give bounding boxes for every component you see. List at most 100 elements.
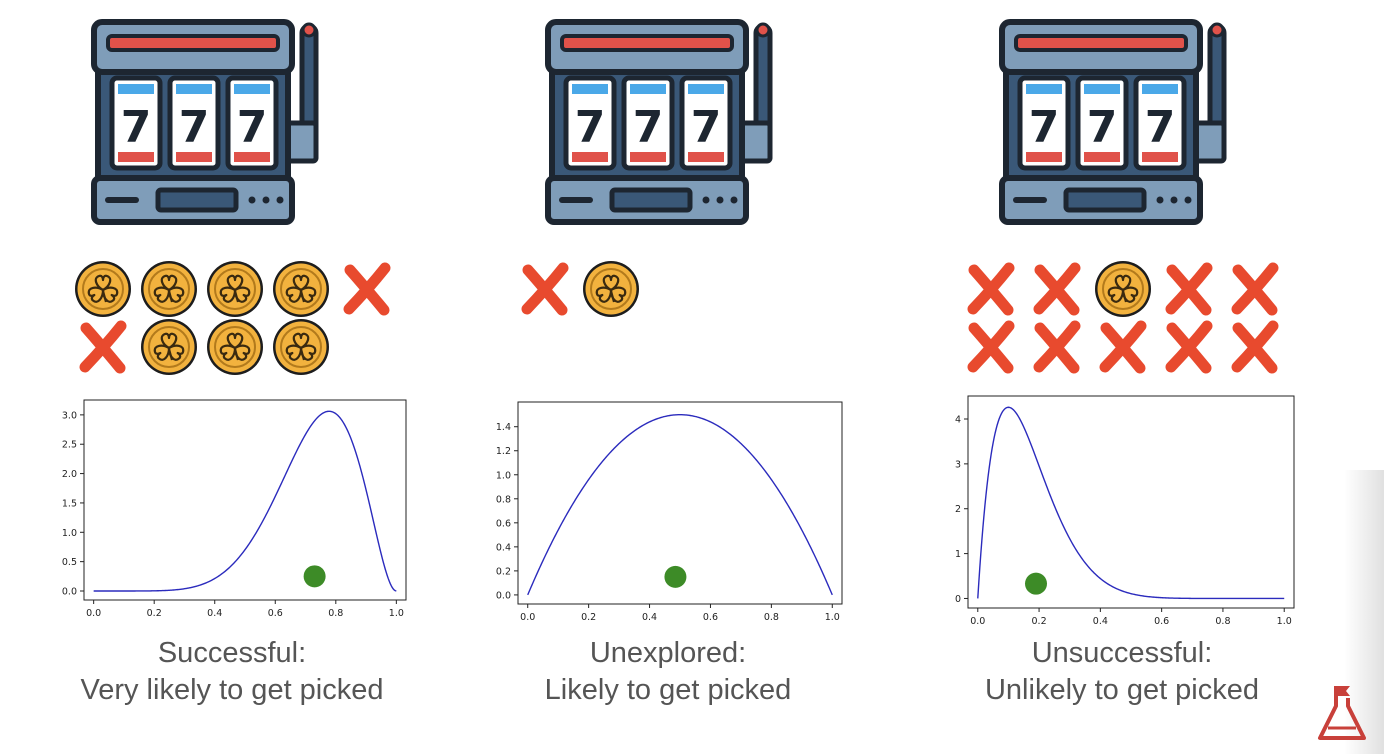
- lever-knob: [755, 22, 771, 38]
- y-tick-label: 1.4: [496, 422, 511, 433]
- coin-icon: [207, 261, 263, 317]
- coin-icon: [141, 261, 197, 317]
- sample-point: [1025, 572, 1048, 595]
- reel: 7: [679, 75, 733, 171]
- y-tick-label: 0.0: [496, 590, 511, 601]
- miss-icon: [1231, 320, 1279, 374]
- y-tick-label: 3.0: [62, 410, 77, 421]
- edge-shadow: [1344, 470, 1384, 754]
- miss-icon: [1165, 262, 1213, 316]
- lever-knob: [1209, 22, 1225, 38]
- y-tick-label: 0.0: [62, 587, 77, 598]
- miss-icon: [343, 262, 391, 316]
- density-line: [527, 413, 833, 596]
- reel-symbol: 7: [237, 102, 268, 153]
- x-tick-label: 0.2: [581, 612, 596, 623]
- caption-sub-unsuccessful: Unlikely to get picked: [984, 674, 1260, 706]
- reel-symbol: 7: [1029, 102, 1060, 153]
- density-line: [93, 410, 397, 592]
- x-tick-label: 0.0: [520, 612, 535, 623]
- caption-sub-unexplored: Likely to get picked: [544, 674, 792, 706]
- y-tick-label: 1.5: [62, 498, 77, 509]
- density-line: [977, 406, 1285, 600]
- reel-symbol: 7: [633, 102, 664, 153]
- chart-successful: 0.0 0.2 0.4 0.6 0.8 1.0 0.0 0.5 1.0 1.5 2.0 2.5 3.0: [62, 399, 407, 619]
- outcomes-unsuccessful: [967, 261, 1279, 374]
- miss-icon: [967, 262, 1015, 316]
- coin-slot: [1063, 187, 1147, 213]
- chart-unexplored: 0.0 0.2 0.4 0.6 0.8 1.0 0.0 0.2 0.4 0.6 0.8 1.0 1.2 1…: [496, 401, 843, 623]
- y-tick-label: 2.0: [62, 469, 77, 480]
- coin-icon: [273, 261, 329, 317]
- coin-slot: [155, 187, 239, 213]
- outcomes-successful: [75, 261, 391, 375]
- miss-icon: [79, 320, 127, 374]
- miss-icon: [521, 262, 569, 316]
- coin-slot: [609, 187, 693, 213]
- x-tick-label: 0.4: [1093, 616, 1108, 627]
- y-tick-label: 0.5: [62, 557, 77, 568]
- y-tick-label: 0.6: [496, 518, 511, 529]
- display-bar: [106, 34, 280, 52]
- coin-icon: [141, 319, 197, 375]
- y-tick-label: 0.8: [496, 494, 511, 505]
- y-tick-label: 2: [955, 504, 961, 515]
- outcomes-unexplored: [521, 261, 639, 317]
- x-tick-label: 0.2: [147, 608, 162, 619]
- caption-sub-successful: Very likely to get picked: [80, 674, 384, 706]
- caption-unexplored: Unexplored: Likely to get picked: [448, 635, 888, 709]
- x-tick-label: 1.0: [1277, 616, 1292, 627]
- miss-icon: [1231, 262, 1279, 316]
- miss-icon: [1099, 320, 1147, 374]
- reel: 7: [1017, 75, 1071, 171]
- display-bar: [1014, 34, 1188, 52]
- chart-unsuccessful: 0.0 0.2 0.4 0.6 0.8 1.0 0 1 2 3 4: [955, 395, 1295, 627]
- x-tick-label: 0.2: [1032, 616, 1047, 627]
- sample-point: [664, 565, 687, 588]
- y-tick-label: 0.4: [496, 542, 511, 553]
- reel-symbol: 7: [575, 102, 606, 153]
- reel: 7: [109, 75, 163, 171]
- x-tick-label: 0.4: [207, 608, 222, 619]
- y-tick-label: 2.5: [62, 440, 77, 451]
- reel: 7: [1075, 75, 1129, 171]
- reel-symbol: 7: [691, 102, 722, 153]
- y-tick-label: 1.0: [62, 528, 77, 539]
- caption-title-successful: Successful:: [157, 637, 307, 669]
- flask-logo-icon: [1318, 686, 1366, 740]
- y-tick-label: 0: [955, 594, 961, 605]
- display-bar: [560, 34, 734, 52]
- x-tick-label: 0.6: [703, 612, 718, 623]
- x-tick-label: 0.0: [970, 616, 985, 627]
- miss-icon: [1033, 320, 1081, 374]
- y-tick-label: 4: [955, 414, 961, 425]
- x-tick-label: 1.0: [825, 612, 840, 623]
- x-tick-label: 0.0: [86, 608, 101, 619]
- x-tick-label: 0.8: [764, 612, 779, 623]
- lever-knob: [301, 22, 317, 38]
- x-tick-label: 0.6: [1154, 616, 1169, 627]
- caption-unsuccessful: Unsuccessful: Unlikely to get picked: [902, 635, 1342, 709]
- sample-point: [303, 565, 326, 588]
- y-tick-label: 1.0: [496, 470, 511, 481]
- plot-area: [967, 395, 1295, 609]
- miss-icon: [1033, 262, 1081, 316]
- reel-symbol: 7: [179, 102, 210, 153]
- caption-title-unexplored: Unexplored:: [589, 637, 747, 669]
- coin-icon: [273, 319, 329, 375]
- reel-symbol: 7: [1087, 102, 1118, 153]
- y-tick-label: 1: [955, 549, 961, 560]
- reel: 7: [621, 75, 675, 171]
- x-tick-label: 0.8: [1215, 616, 1230, 627]
- miss-icon: [1165, 320, 1213, 374]
- reel: 7: [167, 75, 221, 171]
- x-tick-label: 0.8: [328, 608, 343, 619]
- coin-icon: [1095, 261, 1151, 317]
- y-tick-label: 1.2: [496, 446, 511, 457]
- x-tick-label: 0.6: [268, 608, 283, 619]
- x-tick-label: 1.0: [389, 608, 404, 619]
- reel-symbol: 7: [1145, 102, 1176, 153]
